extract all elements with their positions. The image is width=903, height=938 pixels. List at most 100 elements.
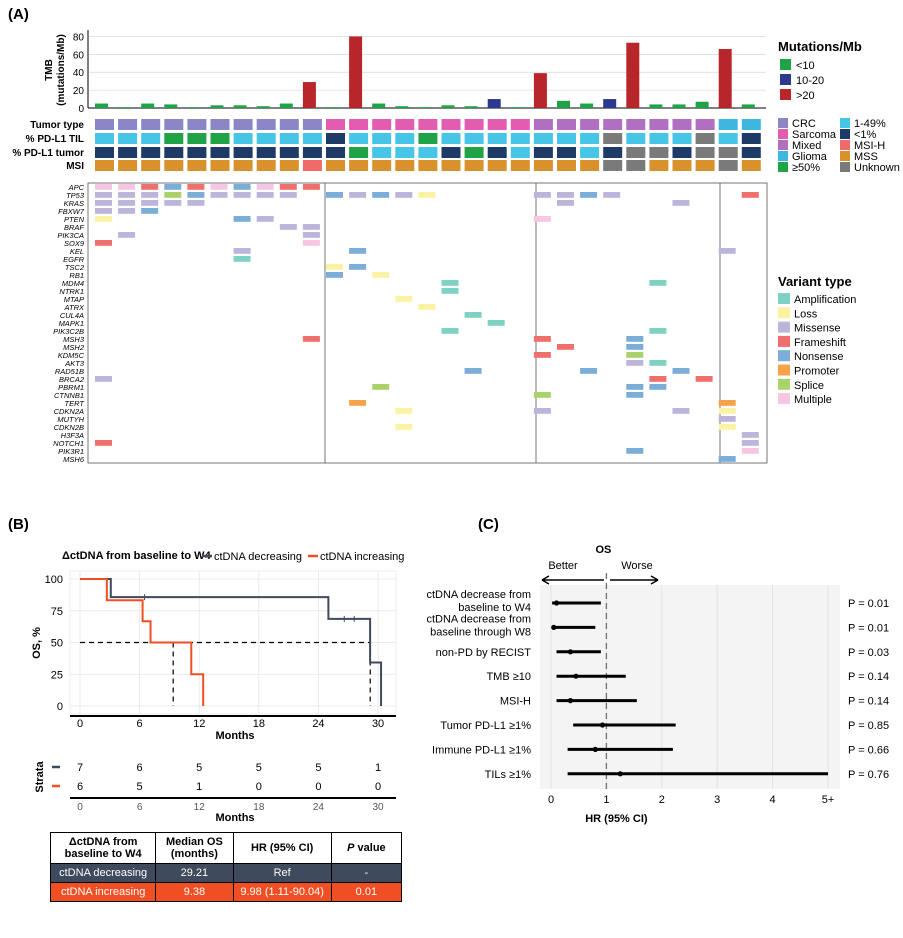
tmb-bar	[741, 104, 755, 108]
forest-row-label: Tumor PD-L1 ≥1%	[440, 720, 531, 732]
km-y-tick-label: 75	[51, 606, 63, 618]
mutation-cell	[649, 376, 667, 382]
legend-title-mutations: Mutations/Mb	[778, 39, 862, 54]
clinical-cell	[695, 119, 715, 130]
mutation-cell	[95, 208, 112, 214]
clinical-cell	[141, 133, 161, 144]
mutation-cell	[464, 368, 482, 374]
clinical-cell	[580, 133, 600, 144]
legend-swatch	[778, 350, 790, 362]
mutation-cell	[626, 360, 644, 366]
clinical-cell	[141, 119, 161, 130]
clinical-cell	[164, 133, 184, 144]
clinical-cell	[302, 119, 322, 130]
legend-swatch	[840, 151, 850, 161]
clinical-cell	[603, 133, 623, 144]
mutation-cell	[741, 192, 759, 198]
mutation-cell	[187, 192, 205, 198]
clinical-cell	[718, 133, 738, 144]
forest-x-tick-label: 0	[548, 794, 554, 806]
risk-x-tick-label: 6	[137, 802, 143, 813]
risk-x-tick-label: 18	[253, 802, 265, 813]
forest-x-tick-label: 5+	[822, 794, 835, 806]
legend-swatch	[778, 307, 790, 319]
mutation-cell	[164, 200, 182, 206]
clinical-cell	[233, 160, 253, 171]
mutation-cell	[557, 344, 574, 350]
mutation-cell	[302, 224, 320, 230]
clinical-cell	[141, 147, 161, 158]
mutation-cell	[349, 248, 367, 254]
hr-point	[573, 673, 579, 679]
clinical-cell	[464, 133, 484, 144]
legend-label: <10	[796, 60, 815, 72]
legend-label: Unknown	[854, 162, 900, 174]
clinical-cell	[279, 147, 299, 158]
legend-label: MSS	[854, 151, 878, 163]
tmb-bar	[487, 99, 501, 108]
mutation-cell	[718, 424, 736, 430]
mutation-cell	[441, 328, 459, 334]
clinical-row-label: % PD-L1 TIL	[26, 134, 84, 145]
mutation-cell	[718, 248, 736, 254]
mutation-cell	[718, 408, 736, 414]
tmb-bar	[695, 101, 709, 108]
mutation-cell	[141, 192, 159, 198]
tmb-bar	[718, 48, 732, 108]
table-header: ΔctDNA from baseline to W4	[49, 832, 157, 864]
gene-label: PIK3CA	[57, 231, 84, 240]
mutation-cell	[418, 304, 436, 310]
clinical-cell	[487, 119, 507, 130]
mutation-cell	[533, 408, 551, 414]
legend-swatch	[780, 89, 791, 100]
clinical-cell	[302, 147, 322, 158]
table-cell: -	[330, 863, 403, 883]
clinical-cell	[557, 119, 576, 130]
mutation-cell	[649, 328, 667, 334]
tmb-tick-label: 20	[73, 86, 85, 97]
legend-swatch	[778, 129, 788, 139]
mutation-cell	[649, 360, 667, 366]
clinical-cell	[695, 147, 715, 158]
table-cell: ctDNA decreasing	[49, 863, 157, 883]
gene-label: MUTYH	[57, 415, 84, 424]
km-y-tick-label: 25	[51, 669, 63, 681]
tmb-bar	[372, 103, 386, 108]
clinical-cell	[233, 119, 253, 130]
forest-row-label: TILs ≥1%	[485, 769, 532, 781]
mutation-cell	[233, 248, 251, 254]
tmb-bar	[464, 106, 478, 108]
clinical-cell	[187, 147, 207, 158]
mutation-cell	[302, 240, 320, 246]
clinical-cell	[741, 147, 761, 158]
mutation-cell	[626, 352, 644, 358]
legend-swatch	[778, 321, 790, 333]
legend-swatch	[780, 59, 791, 70]
legend-swatch	[840, 140, 850, 150]
risk-x-axis-label: Months	[215, 812, 254, 824]
clinical-cell	[557, 160, 576, 171]
clinical-cell	[349, 119, 369, 130]
risk-x-tick-label: 30	[373, 802, 385, 813]
direction-label-worse: Worse	[621, 560, 653, 572]
clinical-cell	[187, 133, 207, 144]
risk-count-increasing: 0	[315, 781, 321, 793]
mutation-cell	[395, 296, 413, 302]
clinical-cell	[441, 147, 461, 158]
clinical-cell	[279, 133, 299, 144]
forest-plot-figure: 0 1 2 3 4 5+ OS Better Worse ctDNA decrease from b…	[426, 544, 889, 825]
gene-label: TP53	[66, 191, 85, 200]
forest-row-label: MSI-H	[500, 696, 531, 708]
table-cell: Ref	[232, 863, 332, 883]
oncoprint-figure: 0 20 40 60 80 TMB(mutations/Mb) Tumor type % PD…	[12, 30, 900, 464]
p-value-label: P = 0.76	[848, 769, 889, 781]
p-value-label: P = 0.14	[848, 671, 889, 683]
mutation-cell	[326, 272, 343, 278]
clinical-cell	[279, 160, 299, 171]
gene-label: TERT	[65, 399, 86, 408]
tmb-bar	[187, 107, 201, 108]
mutation-cell	[302, 184, 320, 190]
legend-title-variant: Variant type	[778, 274, 852, 289]
table-header: P value	[330, 832, 403, 864]
clinical-cell	[349, 147, 369, 158]
